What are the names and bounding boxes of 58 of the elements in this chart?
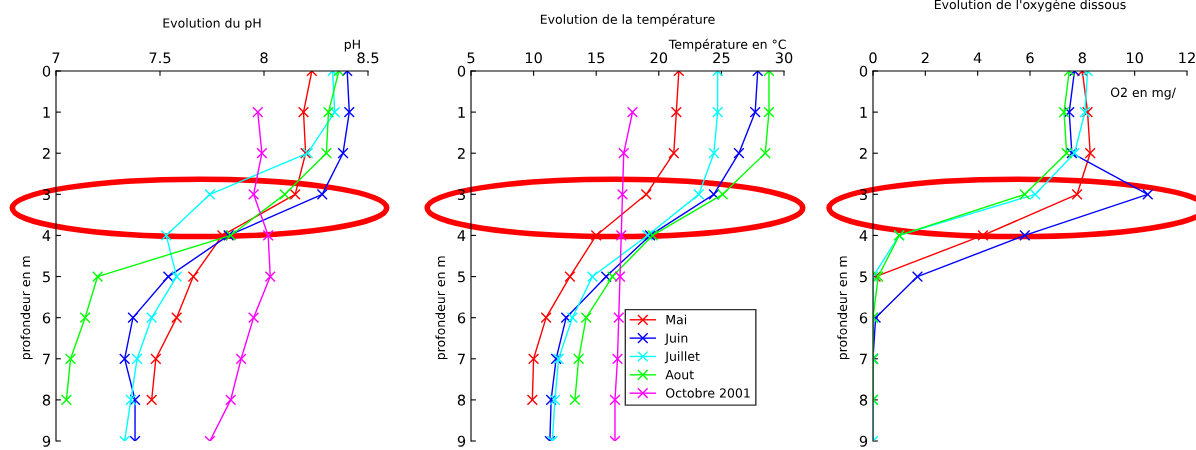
x-axis-title: O2 en mg/ [1110,87,1176,100]
y-tick-label: 8 [859,394,868,406]
legend-label: Juillet [664,351,700,364]
y-tick-label: 1 [458,107,465,118]
legend-label: Octobre 2001 [666,388,750,398]
y-tick-label: 9 [42,435,51,447]
x-axis-title: Température en °C [668,38,786,52]
x-tick-label: 5 [467,52,475,64]
y-tick-label: 0 [42,65,51,77]
y-axis-title: profondeur en m [435,256,448,360]
x-tick-label: 15 [588,52,605,64]
x-tick-label: 12 [1179,52,1195,64]
x-tick-label: 20 [650,52,668,64]
y-tick-label: 1 [860,107,867,118]
y-axis-title: profondeur en m [837,256,850,360]
y-tick-label: 2 [42,147,50,159]
legend-label: Juin [664,333,688,346]
y-tick-label: 7 [860,353,867,365]
x-tick-label: 4 [973,52,982,64]
y-tick-label: 9 [457,435,466,447]
x-tick-label: 2 [921,52,929,64]
y-axis-title: profondeur en m [20,256,33,360]
y-tick-label: 5 [42,271,50,283]
y-tick-label: 4 [859,230,868,241]
chart-title: Evolution de la température [540,13,715,27]
y-tick-label: 7 [458,353,465,365]
y-tick-label: 1 [43,107,50,118]
y-tick-label: 9 [859,435,868,447]
y-tick-label: 4 [457,230,466,241]
x-tick-label: 8.5 [357,52,379,64]
y-tick-label: 7 [43,353,50,365]
x-tick-label: 0 [869,52,877,64]
y-tick-label: 8 [457,394,466,406]
y-tick-label: 0 [859,65,868,77]
x-tick-label: 10 [1126,52,1143,64]
y-tick-label: 6 [457,312,466,324]
y-tick-label: 8 [42,394,51,406]
y-tick-label: 5 [859,271,867,283]
x-tick-label: 8 [1078,52,1086,64]
x-tick-label: 10 [525,52,542,64]
legend-label: Mai [666,314,687,325]
x-axis-title: pH [344,39,360,52]
y-tick-label: 2 [457,147,465,159]
y-tick-label: 2 [859,147,867,159]
x-tick-label: 7.5 [149,52,171,64]
x-tick-label: 8 [260,52,268,64]
y-tick-label: 5 [457,271,465,283]
y-tick-label: 4 [42,230,51,241]
y-tick-label: 0 [457,65,466,77]
x-tick-label: 30 [775,52,793,64]
x-tick-label: 25 [713,52,730,64]
y-tick-label: 6 [859,312,868,324]
y-tick-label: 6 [42,312,51,324]
chart-title: Evolution du pH [163,18,261,31]
x-tick-label: 6 [1026,52,1034,64]
x-tick-label: 7 [52,52,60,64]
chart-title: Evolution de l'oxygène dissous [934,0,1126,12]
legend-label: Aout [665,370,694,380]
